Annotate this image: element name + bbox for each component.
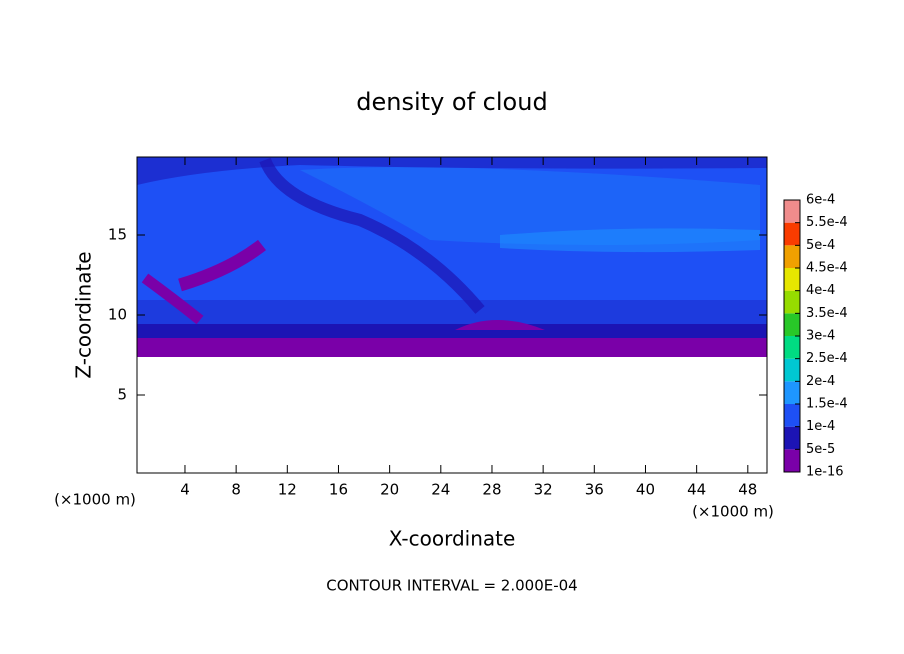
- contour-fill: [141, 273, 204, 325]
- x-tick-label: 48: [738, 481, 757, 499]
- contour-fill: [259, 157, 485, 314]
- colorbar-band: [784, 426, 800, 450]
- colorbar-label: 4e-4: [806, 283, 835, 298]
- colorbar-label: 6e-4: [806, 193, 835, 208]
- chart-title: density of cloud: [356, 88, 547, 116]
- x-tick-label: 44: [687, 481, 706, 499]
- colorbar-label: 5.5e-4: [806, 215, 848, 230]
- colorbar-band: [784, 290, 800, 314]
- colorbar-label: 5e-4: [806, 238, 835, 253]
- colorbar-label: 3.5e-4: [806, 306, 848, 321]
- y-tick-label: 10: [108, 306, 127, 324]
- x-axis-label: X-coordinate: [389, 527, 516, 551]
- footer: CONTOUR INTERVAL = 2.000E-04: [326, 577, 577, 595]
- x-tick-label: 4: [180, 481, 190, 499]
- x-tick-label: 36: [585, 481, 604, 499]
- x-tick-label: 8: [231, 481, 241, 499]
- x-tick-label: 12: [278, 481, 297, 499]
- x-tick-label: 28: [482, 481, 501, 499]
- colorbar-label: 1e-16: [806, 465, 844, 480]
- colorbar-label: 2e-4: [806, 374, 835, 389]
- colorbar-label: 3e-4: [806, 329, 835, 344]
- colorbar-band: [784, 268, 800, 291]
- y-tick-label: 15: [108, 226, 127, 244]
- colorbar-band: [784, 404, 800, 427]
- contour-fill: [500, 228, 760, 253]
- x-tick-label: 32: [534, 481, 553, 499]
- contour-fill: [455, 320, 545, 330]
- contour-fill: [137, 324, 767, 340]
- x-tick-label: 16: [329, 481, 348, 499]
- x-unit: (×1000 m): [692, 503, 774, 521]
- y-tick-label: 5: [117, 386, 127, 404]
- x-tick-label: 24: [431, 481, 450, 499]
- contour-fill: [137, 338, 767, 358]
- colorbar-label: 2.5e-4: [806, 351, 848, 366]
- x-tick-label: 20: [380, 481, 399, 499]
- colorbar-band: [784, 200, 800, 223]
- contour-fill: [178, 239, 267, 292]
- colorbar-label: 1e-4: [806, 419, 835, 434]
- colorbar-label: 5e-5: [806, 442, 835, 457]
- colorbar-band: [784, 222, 800, 246]
- colorbar-band: [784, 245, 800, 268]
- colorbar-band: [784, 449, 800, 472]
- y-unit: (×1000 m): [54, 491, 136, 509]
- colorbar-band: [784, 313, 800, 336]
- colorbar-band: [784, 381, 800, 404]
- contour-fill: [300, 167, 760, 245]
- colorbar-label: 4.5e-4: [806, 261, 848, 276]
- colorbar-label: 1.5e-4: [806, 397, 848, 412]
- contour-fill: [137, 157, 767, 185]
- colorbar-band: [784, 336, 800, 359]
- x-tick-label: 40: [636, 481, 655, 499]
- colorbar-band: [784, 358, 800, 382]
- contour-fill: [137, 357, 767, 473]
- y-axis-label: Z-coordinate: [72, 251, 96, 378]
